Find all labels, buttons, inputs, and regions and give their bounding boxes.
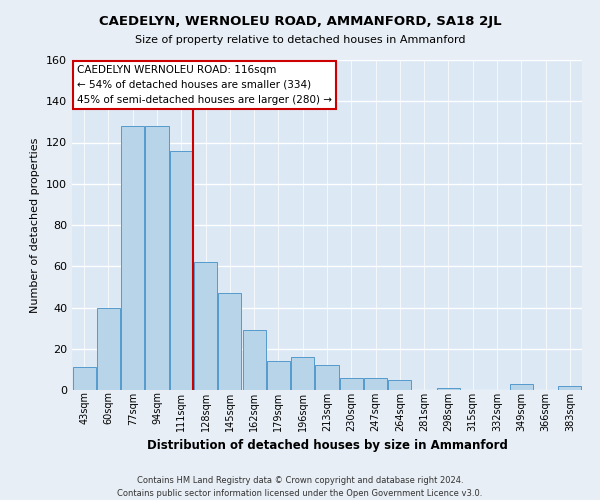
Bar bbox=[364, 378, 387, 390]
Bar bbox=[145, 126, 169, 390]
Text: CAEDELYN WERNOLEU ROAD: 116sqm
← 54% of detached houses are smaller (334)
45% of: CAEDELYN WERNOLEU ROAD: 116sqm ← 54% of … bbox=[77, 65, 332, 104]
Bar bbox=[218, 293, 241, 390]
Bar bbox=[388, 380, 412, 390]
Bar bbox=[170, 151, 193, 390]
Y-axis label: Number of detached properties: Number of detached properties bbox=[31, 138, 40, 312]
Bar bbox=[73, 368, 95, 390]
Bar bbox=[559, 386, 581, 390]
Text: Size of property relative to detached houses in Ammanford: Size of property relative to detached ho… bbox=[135, 35, 465, 45]
Bar bbox=[242, 330, 266, 390]
Bar bbox=[194, 262, 217, 390]
Bar bbox=[267, 361, 290, 390]
Text: Contains HM Land Registry data © Crown copyright and database right 2024.
Contai: Contains HM Land Registry data © Crown c… bbox=[118, 476, 482, 498]
Bar bbox=[510, 384, 533, 390]
X-axis label: Distribution of detached houses by size in Ammanford: Distribution of detached houses by size … bbox=[146, 439, 508, 452]
Bar bbox=[121, 126, 144, 390]
Bar bbox=[340, 378, 363, 390]
Bar bbox=[291, 357, 314, 390]
Bar bbox=[316, 365, 338, 390]
Bar bbox=[437, 388, 460, 390]
Text: CAEDELYN, WERNOLEU ROAD, AMMANFORD, SA18 2JL: CAEDELYN, WERNOLEU ROAD, AMMANFORD, SA18… bbox=[98, 15, 502, 28]
Bar bbox=[97, 308, 120, 390]
